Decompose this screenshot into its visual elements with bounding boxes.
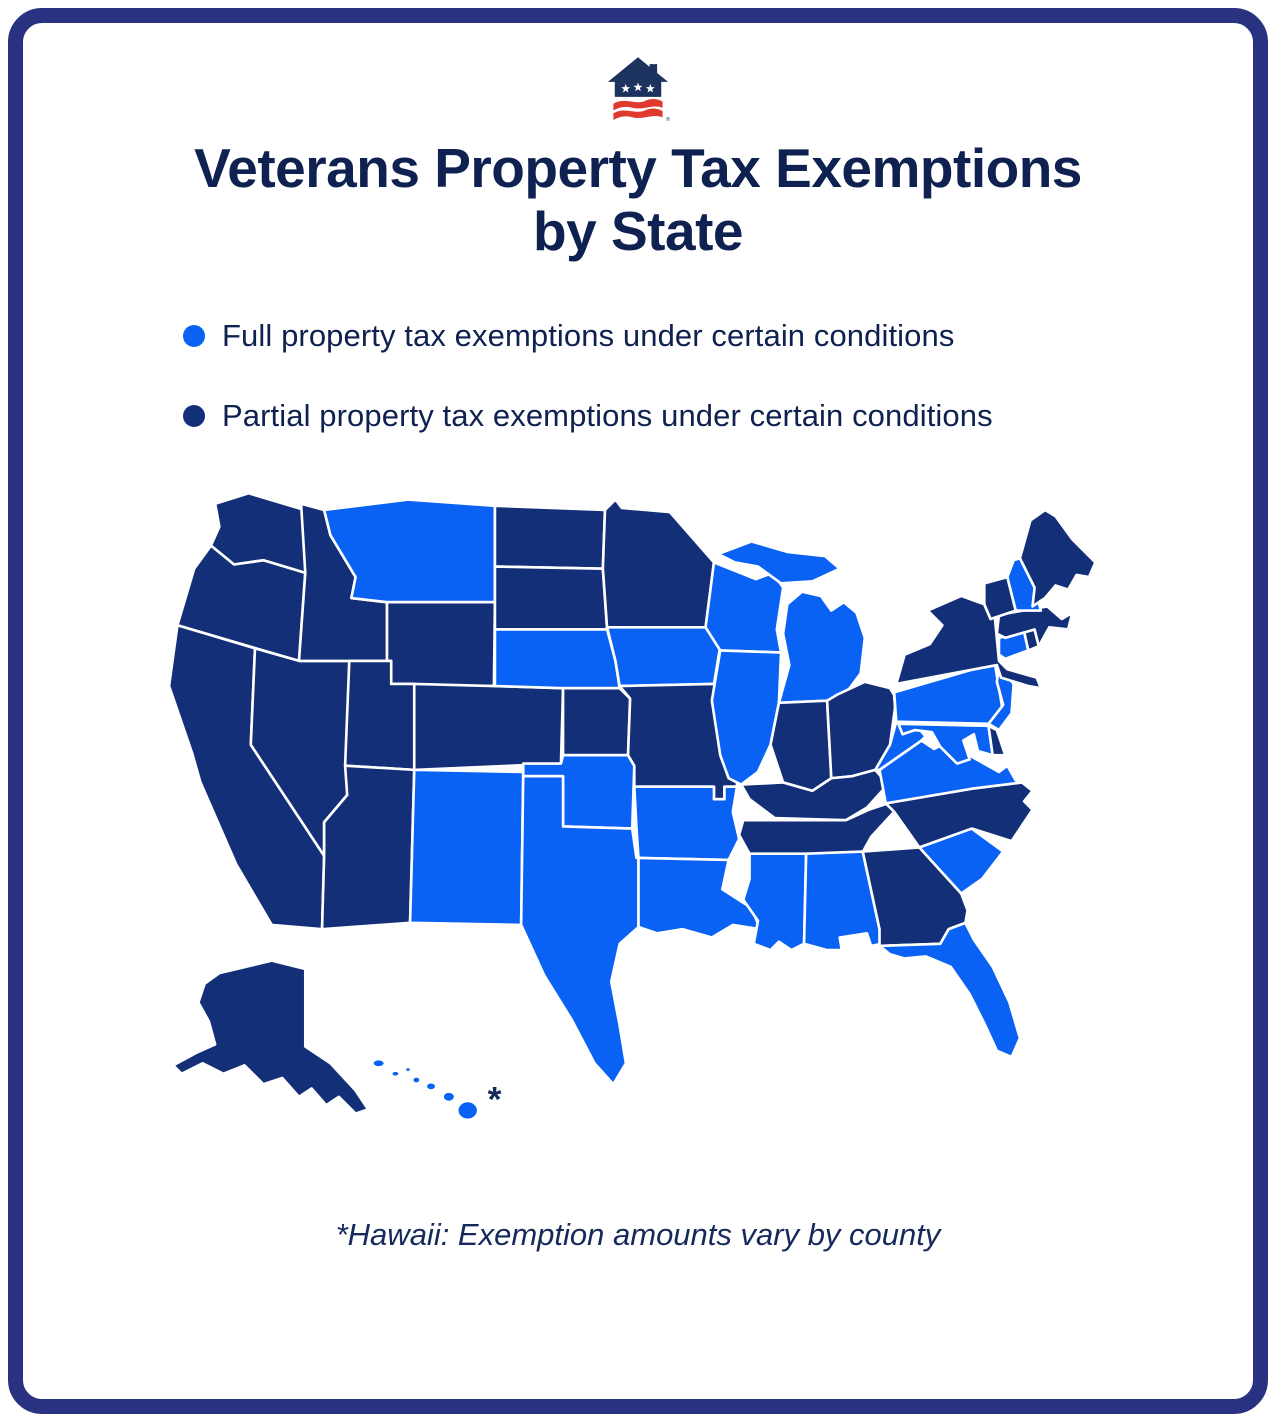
state-illinois: Illinois — [710, 649, 782, 787]
state-louisiana: Louisiana — [636, 856, 761, 940]
state-minnesota: Minnesota — [601, 498, 715, 630]
state-virginia: Virginia — [877, 739, 1023, 806]
state-delaware: Delaware — [986, 724, 1007, 757]
state-nebraska: Nebraska — [493, 628, 621, 690]
infographic-card: ® Veterans Property Tax Exemptions by St… — [8, 8, 1268, 1414]
legend-label-full: Full property tax exemptions under certa… — [222, 318, 955, 354]
brand-logo: ® — [23, 53, 1253, 123]
state-south-dakota: South Dakota — [493, 565, 608, 632]
page-title-line-2: by State — [533, 199, 743, 262]
flag-stripe-icon — [613, 98, 663, 111]
state-michigan: Michigan — [716, 540, 866, 705]
state-mississippi: Mississippi — [741, 852, 807, 952]
star-icon — [633, 82, 643, 92]
state-new-mexico: New Mexico — [408, 768, 525, 927]
state-wisconsin: Wisconsin — [703, 561, 784, 655]
state-indiana: Indiana — [768, 699, 833, 793]
flag-stripe-icon — [613, 108, 663, 121]
star-icon — [621, 83, 631, 93]
state-texas: Texas — [519, 775, 640, 1086]
legend: Full property tax exemptions under certa… — [183, 318, 1253, 434]
footnote: *Hawaii: Exemption amounts vary by count… — [335, 1217, 941, 1253]
legend-dot-partial-icon — [183, 405, 205, 428]
state-wyoming: Wyoming — [385, 601, 496, 688]
state-hawaii: Hawaii — [370, 1058, 479, 1122]
page-title-line-1: Veterans Property Tax Exemptions — [194, 137, 1082, 199]
legend-label-partial: Partial property tax exemptions under ce… — [222, 398, 993, 434]
state-new-jersey: New Jersey — [986, 664, 1015, 732]
star-icon — [645, 83, 655, 93]
trademark-symbol: ® — [666, 116, 670, 123]
state-iowa: Iowa — [605, 626, 722, 688]
house-icon — [607, 57, 669, 97]
hawaii-asterisk: * — [487, 1080, 501, 1120]
state-arkansas: Arkansas — [632, 785, 740, 862]
state-vermont: Vermont — [982, 576, 1017, 621]
state-florida: Florida — [877, 921, 1021, 1059]
us-map: Washington Oregon California Nevada Idah… — [23, 480, 1253, 1131]
legend-dot-full-icon — [183, 325, 205, 348]
state-colorado: Colorado — [412, 683, 564, 772]
house-flag-logo-icon: ® — [607, 57, 670, 123]
legend-item-partial: Partial property tax exemptions under ce… — [183, 398, 1253, 434]
legend-item-full: Full property tax exemptions under certa… — [183, 318, 1253, 354]
state-alaska: Alaska — [171, 959, 369, 1116]
page-title: Veterans Property Tax Exemptions by Stat… — [83, 137, 1193, 262]
state-maine: Maine — [1018, 509, 1097, 609]
state-tennessee: Tennessee — [737, 802, 895, 858]
us-choropleth-svg: Washington Oregon California Nevada Idah… — [167, 492, 1097, 1122]
state-kansas: Kansas — [561, 687, 631, 757]
state-north-dakota: North Dakota — [493, 504, 606, 571]
